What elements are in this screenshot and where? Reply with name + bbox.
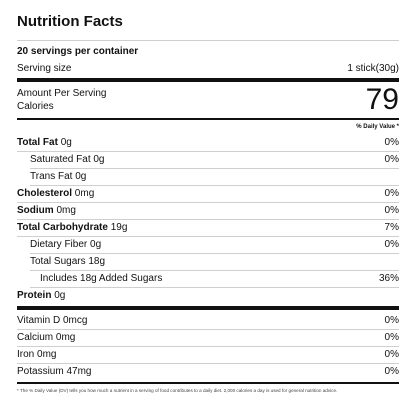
thick-rule xyxy=(17,78,399,82)
dv-header: % Daily Value * xyxy=(356,124,399,130)
row: Protein 0g xyxy=(17,287,399,304)
row: Total Fat 0g 0% xyxy=(17,134,399,152)
name: Sodium xyxy=(17,205,54,216)
calories-label: Calories xyxy=(17,101,54,112)
thick-rule xyxy=(17,306,399,310)
rule xyxy=(17,382,399,384)
amount: 0mg xyxy=(55,332,76,343)
name: Cholesterol xyxy=(17,188,73,199)
dv: 0% xyxy=(384,137,399,148)
amount: 0mg xyxy=(74,188,95,199)
dv: 0% xyxy=(384,205,399,216)
footnote: * The % Daily Value (DV) tells you how m… xyxy=(17,388,338,393)
row: Cholesterol 0mg 0% xyxy=(17,185,399,203)
row: Saturated Fat 0g 0% xyxy=(30,151,399,169)
amount-per-serving: Amount Per Serving xyxy=(17,88,107,99)
serving-size-label: Serving size xyxy=(17,63,72,74)
amount: 0mcg xyxy=(62,315,88,326)
row: Trans Fat 0g xyxy=(30,168,399,186)
calories-value: 79 xyxy=(365,83,399,116)
title: Nutrition Facts xyxy=(17,13,123,30)
amount: 18g xyxy=(88,256,106,267)
dv: 0% xyxy=(384,239,399,250)
name: Calcium xyxy=(17,332,54,343)
serving-size-value: 1 stick(30g) xyxy=(347,63,399,74)
servings: 20 servings per container xyxy=(17,46,139,57)
row: Total Carbohydrate 19g 7% xyxy=(17,219,399,237)
rule xyxy=(17,118,399,120)
dv: 7% xyxy=(384,222,399,233)
name: Iron xyxy=(17,349,35,360)
name: Potassium xyxy=(17,366,64,377)
dv: 0% xyxy=(384,315,399,326)
amount: 0g xyxy=(75,171,87,182)
amount: 0mg xyxy=(56,205,76,216)
dv: 36% xyxy=(378,273,399,284)
name: Protein xyxy=(17,290,52,301)
amount: 0g xyxy=(60,137,72,148)
name: Includes 18g Added Sugars xyxy=(40,273,163,284)
rule xyxy=(17,40,399,41)
amount: 0g xyxy=(90,239,102,250)
amount: 0mg xyxy=(37,349,57,360)
row: Total Sugars 18g xyxy=(30,253,399,271)
name: Total Carbohydrate xyxy=(17,222,108,233)
dv: 0% xyxy=(384,349,399,360)
row: Potassium 47mg 0% xyxy=(17,363,399,380)
name: Saturated Fat xyxy=(30,154,91,165)
dv: 0% xyxy=(384,366,399,377)
row: Iron 0mg 0% xyxy=(17,346,399,364)
dv: 0% xyxy=(384,154,399,165)
row: Vitamin D 0mcg 0% xyxy=(17,312,399,330)
amount: 47mg xyxy=(66,366,92,377)
row: Includes 18g Added Sugars 36% xyxy=(30,270,399,288)
dv: 0% xyxy=(384,188,399,199)
amount: 0g xyxy=(93,154,105,165)
name: Vitamin D xyxy=(17,315,61,326)
name: Total Sugars xyxy=(30,256,86,267)
row: Dietary Fiber 0g 0% xyxy=(30,236,399,254)
name: Trans Fat xyxy=(30,171,73,182)
row: Sodium 0mg 0% xyxy=(17,202,399,220)
row: Calcium 0mg 0% xyxy=(17,329,399,347)
dv: 0% xyxy=(384,332,399,343)
name: Dietary Fiber xyxy=(30,239,88,250)
name: Total Fat xyxy=(17,137,58,148)
amount: 0g xyxy=(54,290,66,301)
amount: 19g xyxy=(110,222,128,233)
